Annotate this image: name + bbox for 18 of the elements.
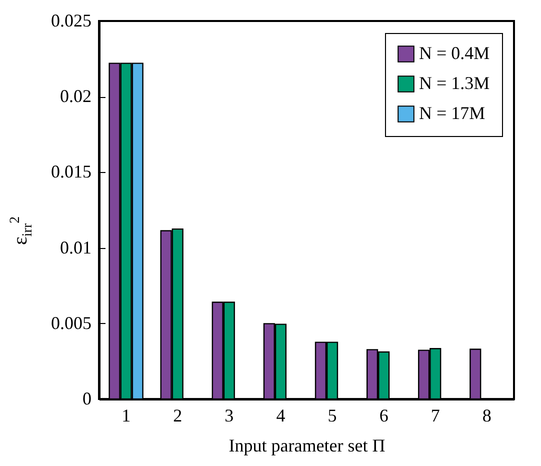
- y-tick-label: 0.015: [51, 162, 92, 182]
- y-tick-label: 0: [82, 388, 92, 408]
- legend-label: N = 1.3M: [419, 73, 490, 93]
- y-tick-label: 0.005: [51, 312, 92, 333]
- x-tick-label: 1: [122, 406, 131, 426]
- x-axis-title: Input parameter set Π: [228, 436, 386, 456]
- x-tick-label: 2: [173, 406, 182, 426]
- x-tick-label: 7: [430, 406, 440, 426]
- x-tick-label: 3: [224, 406, 234, 426]
- y-tick-label: 0.02: [60, 86, 92, 106]
- x-tick-label: 5: [328, 406, 337, 426]
- legend-label: N = 0.4M: [419, 43, 490, 63]
- legend-label: N = 17M: [419, 103, 486, 123]
- y-tick-label: 0.025: [51, 10, 92, 30]
- x-tick-label: 8: [482, 406, 492, 426]
- x-tick-label: 6: [379, 406, 388, 426]
- y-tick-label: 0.01: [60, 237, 92, 258]
- x-tick-label: 4: [276, 406, 286, 426]
